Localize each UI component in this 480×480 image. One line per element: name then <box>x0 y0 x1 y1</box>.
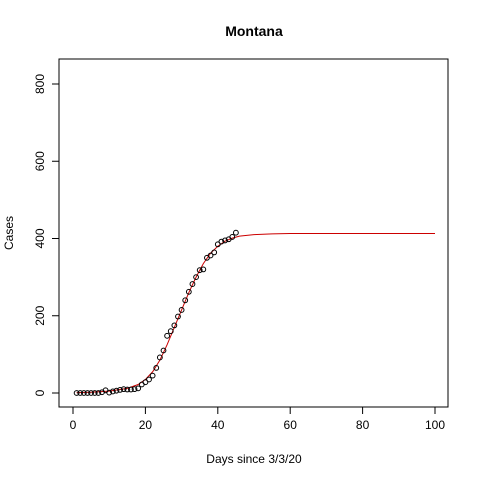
data-point <box>211 249 218 256</box>
data-point <box>135 385 142 392</box>
data-point <box>146 376 152 383</box>
data-point <box>218 238 225 245</box>
y-tick-label: 600 <box>33 151 47 171</box>
data-point <box>167 328 174 335</box>
data-point <box>109 388 116 395</box>
data-point <box>131 386 138 393</box>
fitted-curve-line <box>76 232 435 394</box>
data-point <box>164 332 171 339</box>
chart-title: Montana <box>225 23 283 39</box>
data-point <box>222 237 228 244</box>
data-point <box>128 386 134 393</box>
y-axis-label: Cases <box>2 216 16 250</box>
data-point <box>196 267 203 274</box>
data-point <box>106 389 113 396</box>
x-axis-label: Days since 3/3/20 <box>206 452 302 466</box>
data-point <box>80 390 87 396</box>
data-point <box>124 386 131 393</box>
data-point <box>214 241 221 248</box>
y-tick-label: 400 <box>33 228 47 248</box>
data-point <box>84 390 91 396</box>
x-tick-label: 20 <box>139 418 153 432</box>
data-point <box>200 266 207 273</box>
y-tick-label: 800 <box>33 74 47 94</box>
data-point <box>189 281 196 287</box>
fitted-curve-layer <box>76 232 435 394</box>
data-point <box>73 390 80 396</box>
data-point <box>88 390 94 396</box>
y-tick-label: 0 <box>33 389 47 396</box>
data-point <box>182 297 189 304</box>
data-point <box>160 347 167 354</box>
x-tick-label: 80 <box>356 418 370 432</box>
data-points-layer <box>73 229 239 396</box>
data-point <box>77 390 84 396</box>
data-point <box>207 252 214 259</box>
data-point <box>193 274 199 281</box>
data-point <box>229 234 236 240</box>
data-point <box>113 387 120 394</box>
x-tick-label: 100 <box>425 418 445 432</box>
data-point <box>153 364 160 371</box>
data-point <box>171 322 178 329</box>
data-point <box>149 372 156 379</box>
data-point <box>233 229 239 236</box>
data-point <box>185 288 192 295</box>
x-axis: 0 20 40 60 80 100 <box>70 406 445 432</box>
data-point <box>95 390 102 396</box>
data-point <box>120 386 127 393</box>
y-tick-label: 200 <box>33 305 47 325</box>
data-point <box>178 307 185 313</box>
data-point <box>175 313 181 320</box>
data-point <box>91 390 98 396</box>
data-point <box>156 354 163 361</box>
data-point <box>142 379 149 386</box>
x-tick-label: 0 <box>70 418 77 432</box>
x-tick-label: 40 <box>211 418 225 432</box>
data-point <box>117 387 123 393</box>
x-tick-label: 60 <box>284 418 298 432</box>
y-axis: 0 200 400 600 800 <box>33 74 60 396</box>
